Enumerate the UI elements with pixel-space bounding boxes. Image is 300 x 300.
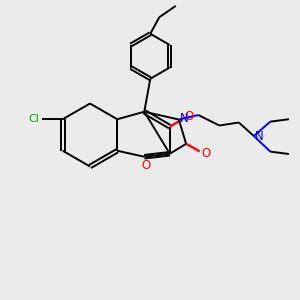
Text: O: O xyxy=(184,110,194,123)
Text: O: O xyxy=(202,147,211,160)
Text: Cl: Cl xyxy=(28,114,39,124)
Text: O: O xyxy=(141,159,150,172)
Text: N: N xyxy=(255,130,264,142)
Text: N: N xyxy=(180,112,189,125)
